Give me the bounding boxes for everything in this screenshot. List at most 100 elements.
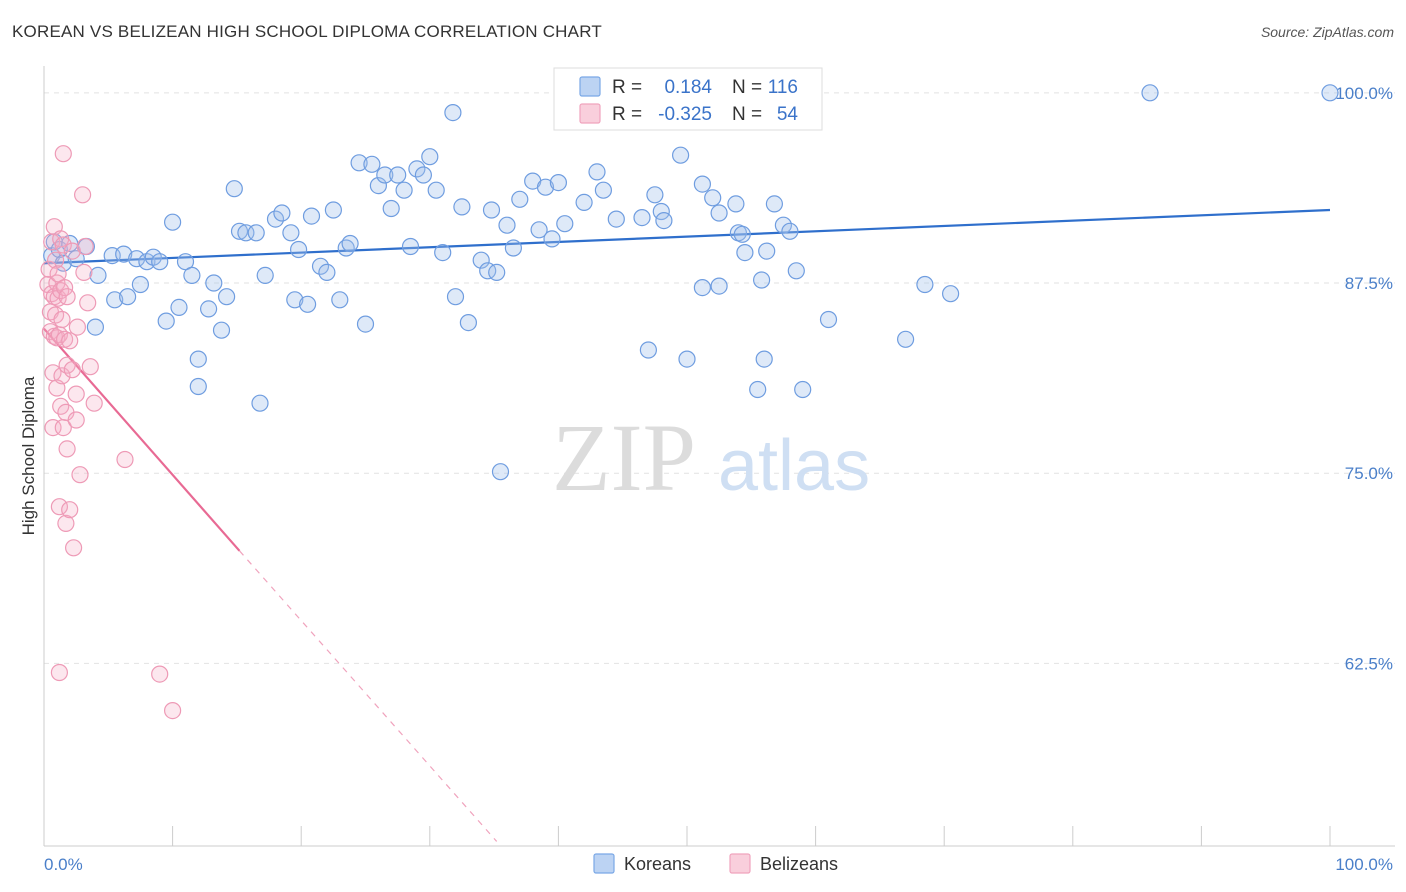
koreans-point-28	[218, 288, 236, 306]
koreans-point-56	[401, 237, 420, 256]
koreans-point-63	[446, 288, 465, 306]
koreans-point-32	[247, 224, 265, 242]
koreans-point-64	[453, 198, 471, 216]
koreans-point-72	[504, 239, 523, 257]
gridlines	[44, 92, 1395, 664]
koreans-point-7	[89, 266, 107, 284]
koreans-point-20	[170, 298, 188, 316]
koreans-point-71	[498, 216, 516, 234]
series-belizeans	[39, 145, 182, 720]
belizeans-point-53	[164, 701, 182, 720]
koreans-point-10	[106, 291, 124, 309]
koreans-point-93	[693, 279, 712, 297]
belizeans-point-1	[40, 260, 58, 278]
belizeans-point-11	[46, 251, 65, 269]
belizeans-point-46	[75, 263, 93, 281]
bottom-legend-swatch-koreans	[593, 853, 615, 874]
koreans-point-37	[282, 224, 300, 242]
belizeans-point-26	[54, 236, 72, 254]
belizeans-point-38	[63, 242, 81, 260]
belizeans-point-48	[79, 294, 97, 312]
bottom-legend: Koreans Belizeans	[593, 853, 838, 874]
koreans-point-76	[536, 178, 555, 196]
series-koreans	[43, 84, 1339, 481]
chart-title: KOREAN VS BELIZEAN HIGH SCHOOL DIPLOMA C…	[12, 22, 602, 41]
koreans-point-41	[302, 207, 321, 225]
koreans-point-58	[414, 166, 432, 184]
koreans-point-62	[444, 103, 462, 122]
koreans-point-51	[369, 177, 387, 195]
koreans-point-114	[1141, 84, 1159, 102]
belizeans-point-41	[67, 385, 85, 403]
belizeans-point-37	[61, 501, 79, 519]
axes	[43, 66, 1395, 847]
koreans-point-107	[781, 222, 799, 240]
belizeans-point-35	[58, 440, 76, 458]
koreans-point-97	[727, 195, 745, 213]
koreans-point-14	[131, 275, 149, 294]
koreans-point-95	[710, 204, 728, 222]
koreans-point-112	[916, 275, 934, 294]
koreans-point-50	[363, 155, 381, 173]
y-tick-label-1: 75.0%	[1345, 464, 1393, 483]
belizeans-point-45	[73, 186, 92, 204]
koreans-point-109	[794, 380, 812, 399]
koreans-point-70	[491, 463, 510, 481]
koreans-point-91	[678, 350, 696, 368]
koreans-point-100	[736, 244, 754, 262]
koreans-point-61	[434, 244, 452, 262]
koreans-point-87	[646, 186, 664, 204]
koreans-point-103	[755, 350, 773, 368]
koreans-point-113	[941, 285, 960, 303]
belizeans-point-40	[64, 539, 83, 557]
y-tick-label-3: 100.0%	[1335, 84, 1393, 103]
bottom-legend-swatch-belizeans	[729, 853, 751, 874]
y-tick-label-2: 87.5%	[1345, 274, 1393, 293]
koreans-point-115	[1321, 84, 1339, 102]
watermark: ZIP atlas	[552, 404, 870, 511]
koreans-point-35	[266, 210, 285, 228]
koreans-point-40	[299, 295, 317, 313]
belizeans-point-47	[76, 237, 94, 256]
koreans-point-27	[212, 321, 231, 339]
koreans-point-77	[543, 230, 561, 248]
koreans-point-19	[164, 213, 182, 231]
bottom-legend-belizeans: Belizeans	[760, 854, 838, 874]
koreans-point-38	[286, 291, 304, 309]
koreans-point-110	[819, 310, 838, 329]
koreans-point-29	[225, 180, 243, 198]
koreans-point-8	[86, 318, 105, 336]
legend: R = 0.184 N = 116 R = -0.325 N = 54	[553, 67, 823, 131]
bottom-legend-koreans: Koreans	[624, 854, 691, 874]
koreans-point-96	[710, 277, 728, 295]
koreans-point-12	[118, 288, 137, 306]
x-tick-label-0: 0.0%	[44, 855, 83, 874]
koreans-point-17	[151, 253, 169, 271]
koreans-point-73	[511, 190, 529, 208]
belizeans-point-50	[85, 394, 103, 412]
koreans-point-84	[607, 210, 625, 228]
koreans-point-48	[350, 154, 368, 172]
trend-lines	[43, 208, 1331, 842]
koreans-point-34	[256, 266, 274, 284]
legend-n-label-koreans: N =	[732, 77, 762, 98]
koreans-point-92	[693, 175, 712, 193]
koreans-point-54	[389, 166, 407, 184]
koreans-point-13	[128, 250, 146, 268]
koreans-point-66	[472, 251, 490, 269]
belizeans-point-51	[116, 450, 134, 469]
belizeans-point-42	[67, 411, 85, 429]
koreans-point-90	[671, 146, 690, 164]
koreans-point-105	[765, 195, 784, 213]
koreans-point-82	[588, 163, 606, 181]
source-label: Source: ZipAtlas.com	[1260, 24, 1394, 40]
belizeans-point-20	[50, 663, 69, 682]
koreans-point-104	[758, 242, 776, 260]
legend-swatch-koreans	[579, 76, 601, 97]
koreans-point-78	[549, 174, 568, 192]
koreans-point-22	[183, 266, 201, 284]
koreans-point-57	[408, 160, 426, 178]
koreans-point-36	[273, 204, 291, 222]
koreans-point-75	[530, 221, 548, 239]
